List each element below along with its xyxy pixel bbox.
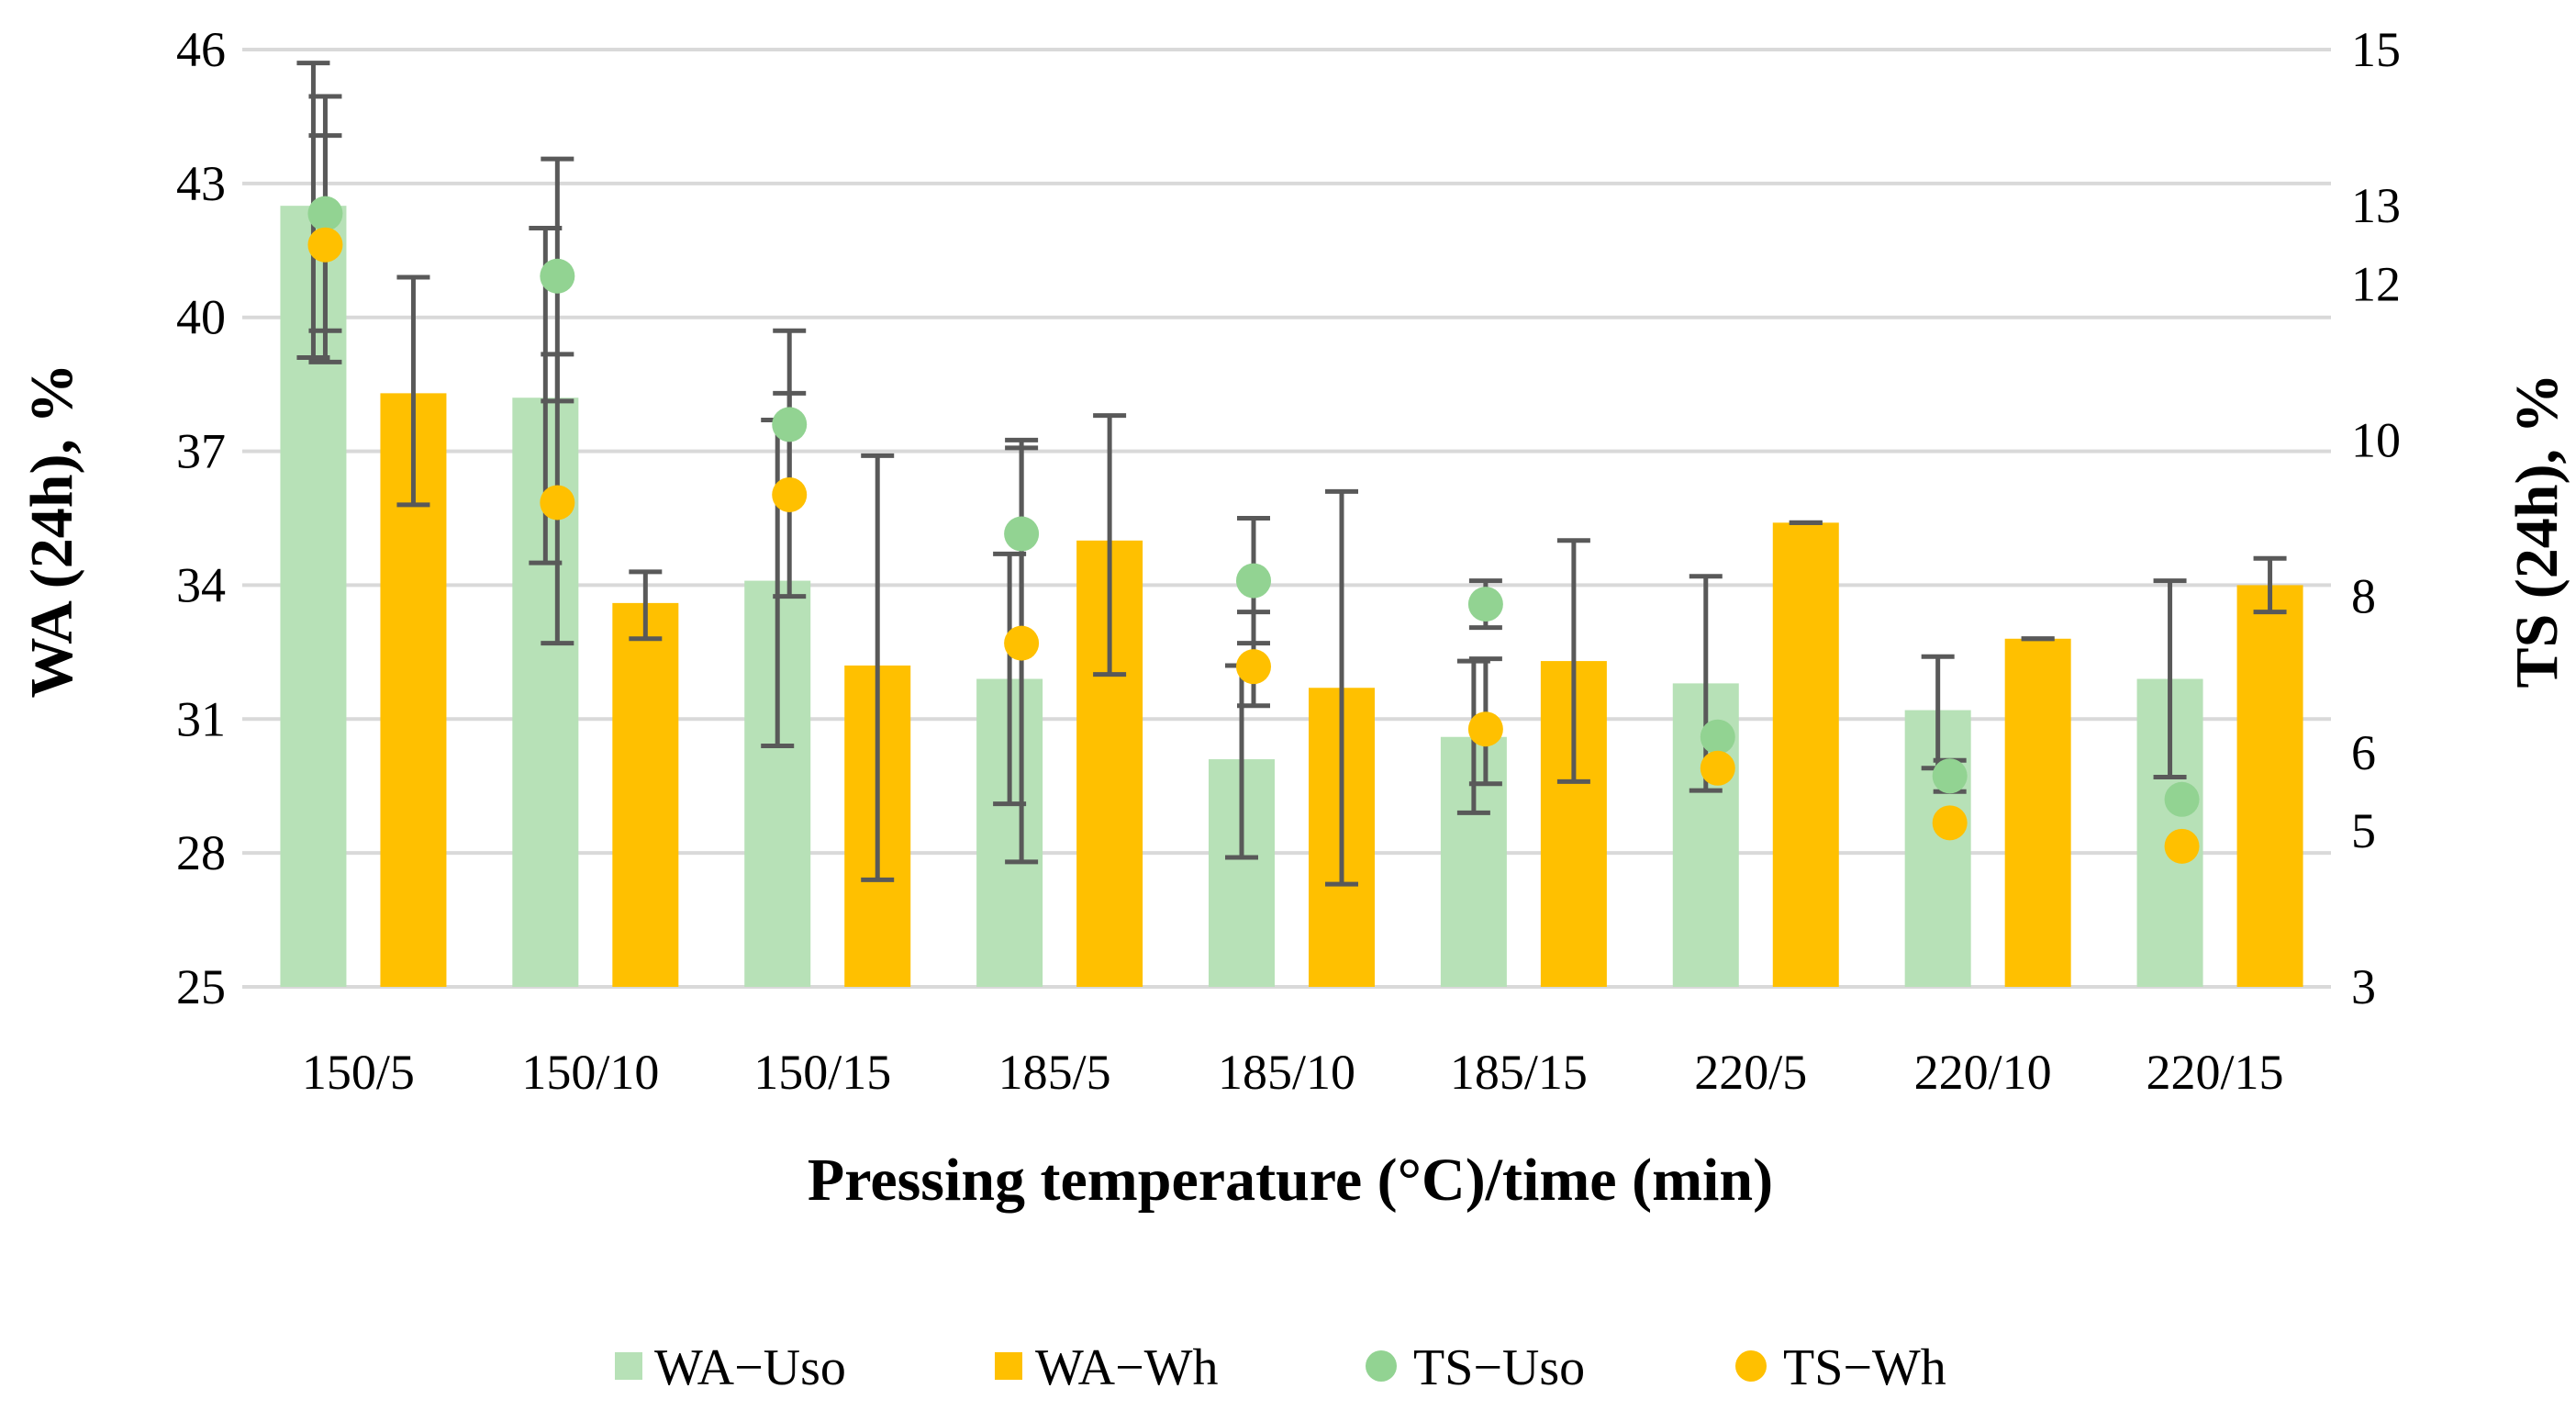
grid-layer bbox=[242, 48, 2331, 989]
y2-tick-label: 8 bbox=[2351, 569, 2376, 624]
legend: WA−Uso WA−Wh TS−Uso TS−Wh bbox=[615, 1339, 1946, 1396]
y-tick-label: 40 bbox=[176, 290, 226, 345]
legend-label-ts-wh: TS−Wh bbox=[1783, 1339, 1946, 1396]
point-ts-wh bbox=[1932, 805, 1968, 841]
point-ts-wh bbox=[540, 485, 575, 521]
legend-label-wa-uso: WA−Uso bbox=[654, 1339, 846, 1396]
y-axis-title: WA (24h), % bbox=[18, 364, 85, 699]
point-ts-wh bbox=[1700, 750, 1735, 786]
bar-wa-wh bbox=[2236, 585, 2303, 987]
point-ts-uso bbox=[1467, 587, 1503, 622]
legend-swatch-wa-uso bbox=[615, 1352, 642, 1380]
bar-wa-wh bbox=[1772, 522, 1839, 987]
bar-wa-wh bbox=[612, 602, 679, 987]
y2-tick-label: 6 bbox=[2351, 725, 2376, 780]
point-ts-uso bbox=[540, 258, 575, 294]
x-tick-label: 185/15 bbox=[1450, 1045, 1588, 1100]
legend-swatch-wa-wh bbox=[995, 1352, 1022, 1380]
point-ts-wh bbox=[2164, 828, 2200, 864]
y2-tick-label: 3 bbox=[2351, 959, 2376, 1014]
y2-axis-title: TS (24h), % bbox=[2504, 374, 2570, 689]
x-tick-label: 185/5 bbox=[998, 1045, 1111, 1100]
point-ts-wh bbox=[1004, 625, 1040, 661]
y-tick-label: 31 bbox=[176, 691, 226, 746]
y-tick-label: 28 bbox=[176, 825, 226, 880]
ticks-layer: 25 28 31 34 37 40 43 46 3 5 6 8 10 12 13 15 150/5 150/10 1… bbox=[176, 22, 2401, 1100]
x-tick-label: 185/10 bbox=[1218, 1045, 1355, 1100]
point-ts-uso bbox=[2164, 781, 2200, 817]
bar-wa-wh bbox=[2004, 638, 2071, 987]
point-ts-uso bbox=[1700, 719, 1735, 755]
point-ts-uso bbox=[307, 196, 343, 231]
points-layer bbox=[307, 94, 2200, 865]
point-ts-wh bbox=[307, 227, 343, 263]
x-tick-label: 150/15 bbox=[753, 1045, 891, 1100]
bars-layer bbox=[280, 61, 2303, 987]
point-ts-wh bbox=[772, 476, 808, 512]
y-tick-label: 37 bbox=[176, 424, 226, 479]
x-axis-title: Pressing temperature (°C)/time (min) bbox=[808, 1147, 1773, 1214]
x-tick-label: 220/15 bbox=[2147, 1045, 2284, 1100]
point-ts-wh bbox=[1467, 711, 1503, 747]
y2-tick-label: 12 bbox=[2351, 256, 2401, 311]
legend-marker-ts-wh bbox=[1735, 1350, 1767, 1382]
x-tick-label: 150/10 bbox=[521, 1045, 659, 1100]
legend-label-wa-wh: WA−Wh bbox=[1035, 1339, 1219, 1396]
y-tick-label: 25 bbox=[176, 959, 226, 1014]
y2-tick-label: 13 bbox=[2351, 178, 2401, 233]
y-tick-label: 43 bbox=[176, 156, 226, 211]
legend-label-ts-uso: TS−Uso bbox=[1413, 1339, 1585, 1396]
x-tick-label: 220/5 bbox=[1694, 1045, 1807, 1100]
legend-marker-ts-uso bbox=[1366, 1350, 1397, 1382]
x-tick-label: 150/5 bbox=[302, 1045, 415, 1100]
point-ts-uso bbox=[1236, 563, 1271, 599]
y2-tick-label: 5 bbox=[2351, 803, 2376, 858]
point-ts-uso bbox=[772, 407, 808, 442]
point-ts-uso bbox=[1004, 516, 1040, 552]
point-ts-uso bbox=[1932, 758, 1968, 794]
y2-tick-label: 10 bbox=[2351, 412, 2401, 467]
y2-tick-label: 15 bbox=[2351, 22, 2401, 77]
x-tick-label: 220/10 bbox=[1914, 1045, 2052, 1100]
point-ts-wh bbox=[1236, 649, 1271, 685]
y-tick-label: 34 bbox=[176, 557, 226, 612]
y-tick-label: 46 bbox=[176, 22, 226, 77]
